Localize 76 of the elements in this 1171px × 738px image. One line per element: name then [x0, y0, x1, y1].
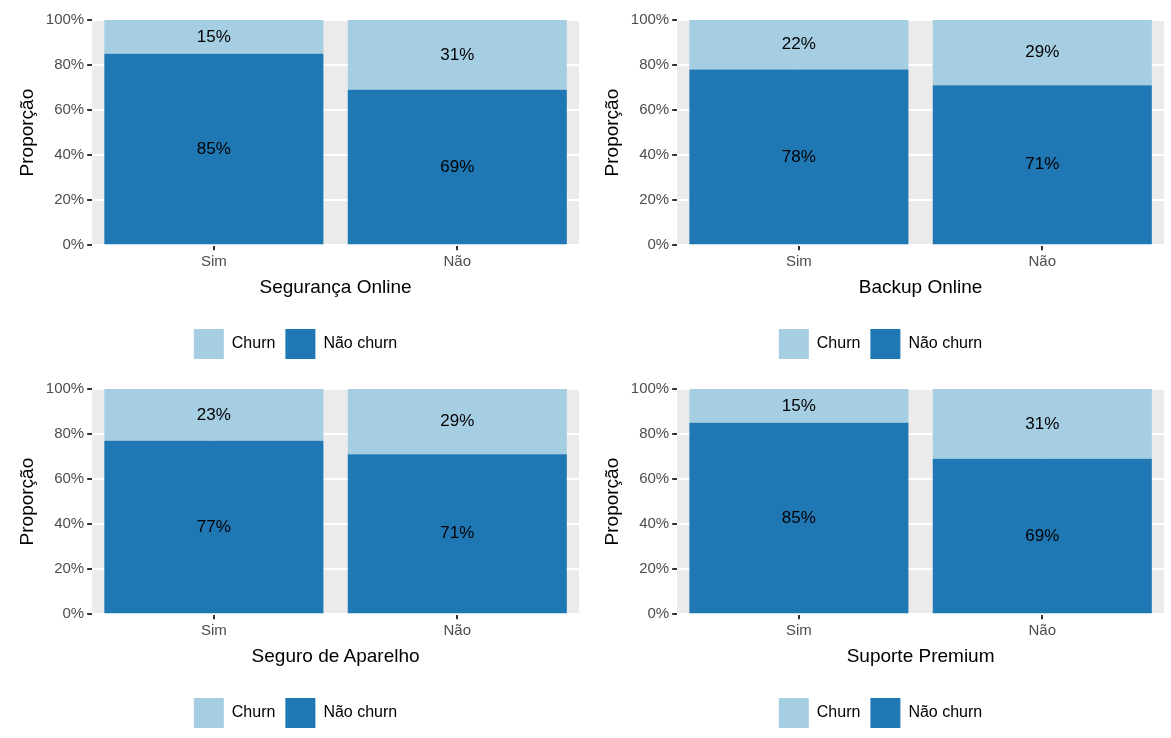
data-label: 71%	[440, 523, 475, 543]
data-label: 69%	[440, 156, 475, 176]
y-axis-title: Proporção	[600, 457, 622, 546]
legend-label: Não churn	[908, 703, 983, 721]
y-tick-label: 20%	[54, 190, 85, 208]
legend-label: Churn	[816, 703, 861, 721]
legend-label: Churn	[231, 334, 276, 352]
y-tick-label: 0%	[647, 235, 670, 253]
y-tick-label: 0%	[647, 604, 670, 622]
data-label: 15%	[196, 26, 231, 46]
data-label: 85%	[196, 138, 231, 158]
y-axis-title: Proporção	[600, 88, 622, 177]
y-tick-label: 60%	[639, 469, 670, 487]
x-axis-title: Segurança Online	[259, 275, 412, 297]
bar	[689, 20, 909, 70]
y-tick-label: 40%	[639, 514, 670, 532]
x-tick-label: Sim	[785, 621, 812, 639]
y-tick-label: 40%	[54, 145, 85, 163]
x-tick-label: Sim	[785, 252, 812, 270]
bar	[932, 458, 1152, 614]
data-label: 22%	[781, 34, 816, 54]
y-tick-label: 40%	[639, 145, 670, 163]
y-tick-label: 0%	[62, 604, 85, 622]
y-tick-label: 20%	[54, 559, 85, 577]
x-axis-title: Suporte Premium	[846, 644, 995, 666]
bar	[104, 389, 324, 441]
bar	[347, 89, 567, 245]
legend-label: Não churn	[323, 703, 398, 721]
y-tick-label: 80%	[54, 424, 85, 442]
legend-label: Churn	[231, 703, 276, 721]
data-label: 29%	[440, 411, 475, 431]
legend-label: Não churn	[323, 334, 398, 352]
y-tick-label: 80%	[639, 424, 670, 442]
x-axis-title: Seguro de Aparelho	[251, 644, 420, 666]
y-tick-label: 40%	[54, 514, 85, 532]
bar	[347, 20, 567, 90]
data-label: 71%	[1025, 154, 1060, 174]
bar	[689, 389, 909, 423]
bar	[932, 20, 1152, 86]
y-tick-label: 60%	[639, 100, 670, 118]
y-tick-label: 20%	[639, 559, 670, 577]
y-tick-label: 100%	[630, 379, 670, 397]
bar	[104, 20, 324, 54]
y-axis-title: Proporção	[15, 457, 37, 546]
bar	[932, 389, 1152, 459]
bar	[347, 389, 567, 455]
x-tick-label: Não	[1028, 621, 1057, 639]
y-tick-label: 60%	[54, 469, 85, 487]
data-label: 31%	[440, 44, 475, 64]
y-tick-label: 80%	[54, 55, 85, 73]
data-label: 85%	[781, 507, 816, 527]
x-tick-label: Sim	[200, 621, 227, 639]
bar	[347, 454, 567, 614]
x-tick-label: Não	[443, 621, 472, 639]
x-tick-label: Não	[443, 252, 472, 270]
y-tick-label: 80%	[639, 55, 670, 73]
y-axis-title: Proporção	[15, 88, 37, 177]
x-tick-label: Não	[1028, 252, 1057, 270]
data-label: 31%	[1025, 413, 1060, 433]
y-tick-label: 20%	[639, 190, 670, 208]
data-label: 77%	[196, 516, 231, 536]
data-label: 69%	[1025, 525, 1060, 545]
x-tick-label: Sim	[200, 252, 227, 270]
data-label: 29%	[1025, 42, 1060, 62]
data-label: 23%	[196, 404, 231, 424]
data-label: 78%	[781, 146, 816, 166]
legend-label: Churn	[816, 334, 861, 352]
bar	[932, 85, 1152, 245]
y-tick-label: 100%	[45, 10, 85, 28]
y-tick-label: 100%	[630, 10, 670, 28]
legend-label: Não churn	[908, 334, 983, 352]
data-label: 15%	[781, 395, 816, 415]
y-tick-label: 60%	[54, 100, 85, 118]
y-tick-label: 0%	[62, 235, 85, 253]
x-axis-title: Backup Online	[858, 275, 983, 297]
y-tick-label: 100%	[45, 379, 85, 397]
